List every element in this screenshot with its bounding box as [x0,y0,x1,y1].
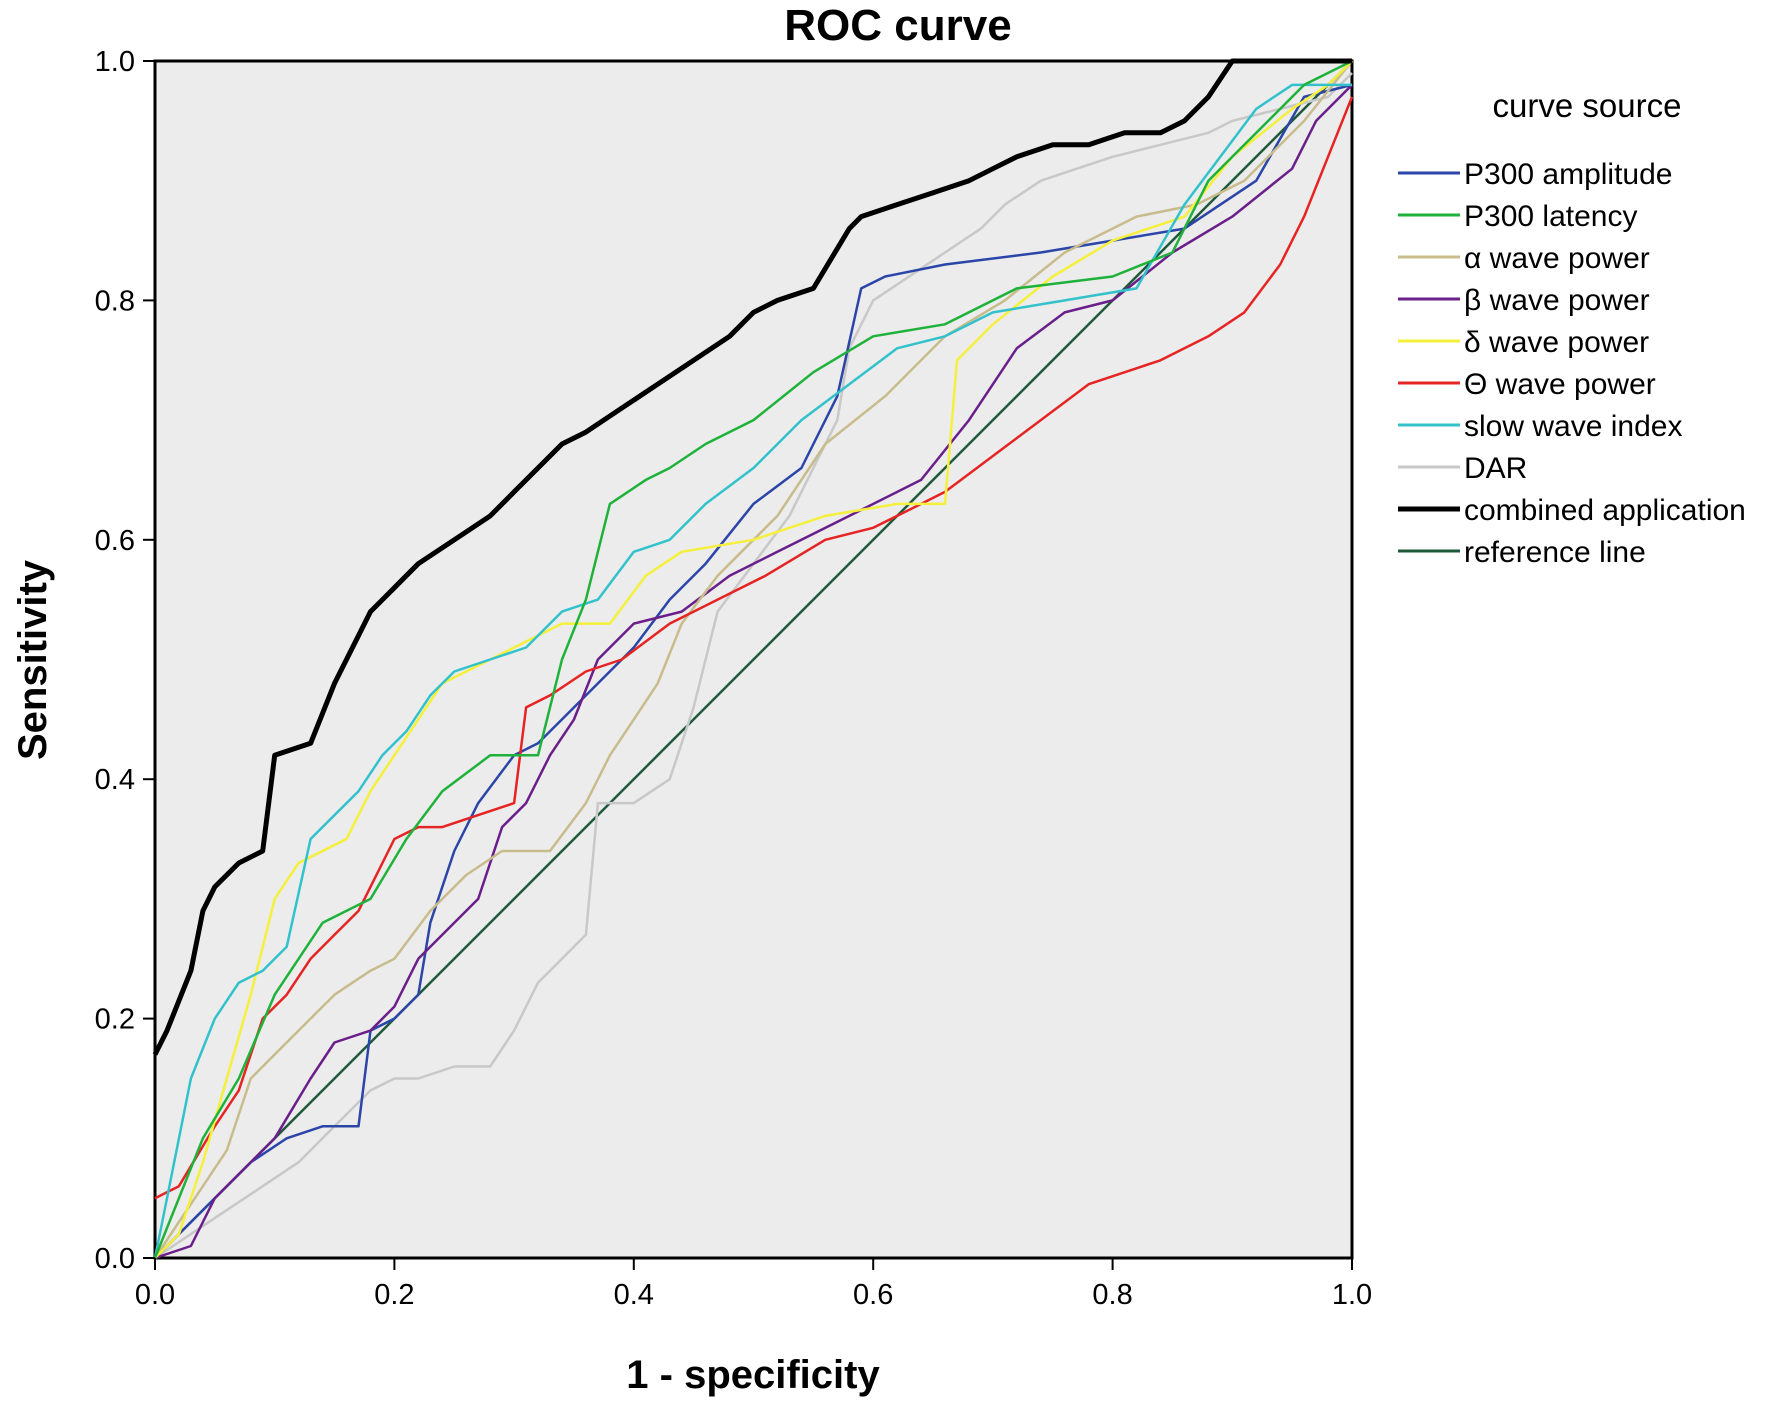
legend-label-reference-line: reference line [1464,536,1646,569]
y-tick-label: 0.6 [95,525,135,557]
series-line-beta-wave-power [154,84,1353,1260]
series-line-p300-latency [153,59,1353,1259]
x-tick-label: 0.6 [853,1279,893,1311]
x-tick-label: 0.4 [614,1279,654,1311]
legend-label-theta-wave-power: Θ wave power [1464,368,1656,401]
series-line-delta-wave-power [154,60,1353,1259]
x-tick-label: 0.8 [1092,1279,1132,1311]
series-layer [152,58,1354,1260]
chart-title: ROC curve [784,1,1011,50]
legend-label-beta-wave-power: β wave power [1464,284,1650,317]
legend: curve source P300 amplitude P300 latency α… [1398,87,1746,569]
series-line-slow-wave-index [153,83,1352,1259]
y-tick-label: 0.2 [95,1004,135,1036]
y-tick-label: 1.0 [95,46,135,78]
y-tick-label: 0.8 [95,285,135,317]
legend-label-p300-latency: P300 latency [1464,200,1637,233]
series-line-alpha-wave-power [153,60,1353,1259]
legend-label-slow-wave-index: slow wave index [1464,410,1682,443]
x-axis-title: 1 - specificity [626,1353,880,1397]
y-axis-title: Sensitivity [11,559,55,760]
legend-label-dar: DAR [1464,452,1527,485]
series-line-combined-application [152,58,1352,1056]
y-tick-label: 0.4 [95,764,135,796]
legend-label-delta-wave-power: δ wave power [1464,326,1649,359]
legend-label-combined-application: combined application [1464,494,1746,527]
legend-label-alpha-wave-power: α wave power [1464,242,1650,275]
legend-label-p300-amplitude: P300 amplitude [1464,158,1672,191]
axes-layer: 0.0 0.2 0.4 0.6 0.8 1.0 0.0 0.2 0.4 0.6 0.8 1.0 [95,46,1372,1311]
x-tick-label: 1.0 [1332,1279,1372,1311]
y-tick-label: 0.0 [95,1243,135,1275]
legend-title: curve source [1493,87,1682,124]
series-line-dar [154,72,1353,1260]
series-line-theta-wave-power [154,96,1354,1200]
x-tick-label: 0.2 [374,1279,414,1311]
x-tick-label: 0.0 [135,1279,175,1311]
